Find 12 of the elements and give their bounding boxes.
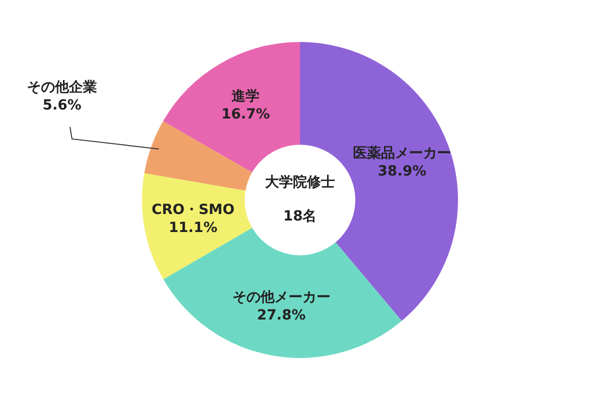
- data-label: 38.9%: [378, 163, 426, 180]
- text: 大学院修士: [265, 174, 335, 191]
- slice-label: CRO・SMO: [152, 202, 235, 218]
- slice-label: その他企業: [27, 80, 97, 96]
- slice-label: 医薬品メーカー: [353, 145, 452, 162]
- data-label: 16.7%: [221, 106, 270, 123]
- data-label: 5.6%: [42, 98, 82, 114]
- text: 18名: [283, 208, 317, 225]
- slice-label: 進学: [230, 88, 260, 105]
- slice-label: その他メーカー: [232, 290, 330, 306]
- data-label: 11.1%: [168, 220, 218, 236]
- data-label: 27.8%: [257, 308, 306, 324]
